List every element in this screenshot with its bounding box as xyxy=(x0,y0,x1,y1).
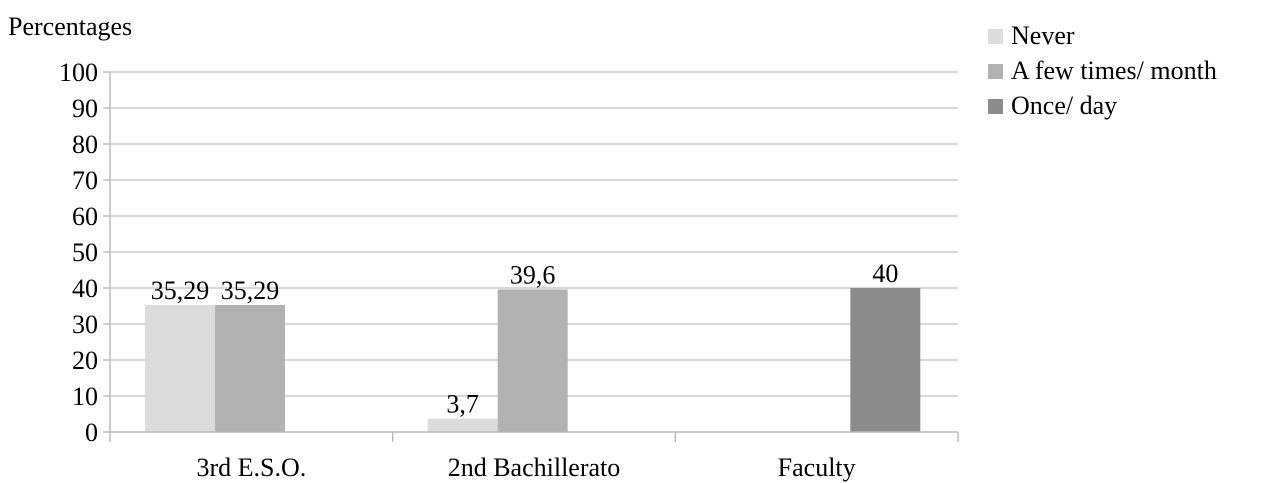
y-tick-label: 30 xyxy=(72,310,98,339)
data-label: 3,7 xyxy=(446,390,479,419)
bar xyxy=(427,418,498,432)
y-tick-label: 70 xyxy=(72,166,98,195)
y-tick-label: 10 xyxy=(72,382,98,411)
legend-swatch xyxy=(988,29,1003,44)
y-tick-label: 40 xyxy=(72,274,98,303)
data-label: 35,29 xyxy=(221,276,280,305)
data-label: 35,29 xyxy=(151,276,210,305)
legend: Never A few times/ month Once/ day xyxy=(988,21,1217,120)
bar xyxy=(215,304,285,432)
x-tick-label: 2nd Bachillerato xyxy=(448,453,621,482)
legend-label: Never xyxy=(1011,21,1075,50)
axes xyxy=(103,71,959,442)
y-tick-label: 20 xyxy=(72,346,98,375)
y-tick-label: 50 xyxy=(72,238,98,267)
y-tick-label: 60 xyxy=(72,202,98,231)
x-tick-label: 3rd E.S.O. xyxy=(196,453,306,482)
legend-label: A few times/ month xyxy=(1011,56,1217,85)
bars xyxy=(145,288,921,432)
bar xyxy=(145,304,215,432)
x-tick-label: Faculty xyxy=(778,453,856,482)
y-tick-label: 80 xyxy=(72,130,98,159)
y-tick-label: 90 xyxy=(72,94,98,123)
data-label: 40 xyxy=(872,259,898,288)
legend-swatch xyxy=(988,99,1003,114)
y-tick-label: 0 xyxy=(85,418,98,447)
bar xyxy=(850,288,921,432)
data-label: 39,6 xyxy=(510,260,556,289)
bar xyxy=(497,289,568,432)
y-tick-labels: 0 10 20 30 40 50 60 70 80 90 100 xyxy=(59,58,98,447)
legend-label: Once/ day xyxy=(1011,91,1117,120)
y-tick-label: 100 xyxy=(59,58,98,87)
data-labels: 35,29 3,7 35,29 39,6 40 xyxy=(151,259,899,419)
x-tick-labels: 3rd E.S.O. 2nd Bachillerato Faculty xyxy=(196,453,855,482)
y-axis-title: Percentages xyxy=(8,12,132,41)
legend-swatch xyxy=(988,64,1003,79)
